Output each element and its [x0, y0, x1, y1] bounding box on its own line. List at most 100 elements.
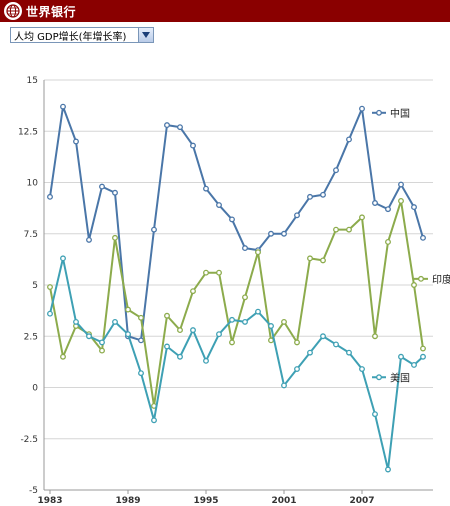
data-point — [203, 357, 209, 364]
y-tick-label: -2.5 — [20, 435, 38, 445]
data-point — [203, 185, 209, 192]
data-point — [47, 284, 53, 290]
data-point — [333, 226, 339, 233]
data-point — [333, 167, 339, 174]
data-point — [398, 181, 404, 188]
data-point — [177, 327, 183, 334]
series-line-印度 — [49, 199, 424, 407]
data-point — [242, 294, 248, 301]
data-point — [411, 204, 417, 211]
data-point — [411, 282, 417, 288]
data-point — [151, 226, 157, 233]
data-point — [216, 331, 222, 338]
data-point — [294, 339, 300, 346]
data-point — [255, 249, 261, 256]
data-point — [333, 341, 339, 348]
chevron-down-icon[interactable] — [138, 28, 153, 42]
y-tick-label: -5 — [29, 486, 38, 496]
data-point — [359, 105, 365, 112]
legend-marker — [376, 374, 382, 381]
data-point — [372, 411, 378, 418]
data-point — [372, 200, 378, 206]
legend-label: 印度 — [432, 273, 450, 286]
data-point — [398, 197, 404, 204]
data-point — [242, 318, 248, 325]
data-point — [125, 306, 131, 313]
data-point — [268, 323, 274, 329]
x-tick-label: 1983 — [37, 496, 62, 506]
data-point — [268, 337, 274, 344]
data-point — [320, 191, 326, 198]
globe-icon — [4, 2, 22, 20]
data-point — [151, 417, 157, 424]
data-point — [60, 255, 66, 262]
data-point — [307, 255, 313, 262]
y-tick-label: 12.5 — [18, 127, 38, 137]
data-point — [320, 257, 326, 264]
brand-title: 世界银行 — [26, 4, 77, 19]
indicator-select-value: 人均 GDP增长(年增长率) — [14, 31, 127, 43]
data-point — [138, 314, 144, 321]
data-point — [112, 234, 118, 241]
data-point — [281, 318, 287, 325]
data-point — [255, 308, 261, 315]
legend-label: 中国 — [390, 107, 410, 120]
legend-label: 美国 — [390, 371, 410, 384]
data-point — [420, 353, 426, 360]
x-tick-label: 1995 — [193, 496, 218, 506]
data-point — [112, 318, 118, 325]
data-point — [398, 353, 404, 360]
data-point — [372, 333, 378, 340]
x-tick-label: 2001 — [271, 496, 296, 506]
data-point — [164, 312, 170, 319]
data-point — [125, 331, 131, 338]
data-point — [385, 466, 391, 473]
y-tick-label: 15 — [27, 76, 38, 86]
data-point — [359, 214, 365, 221]
data-point — [138, 337, 144, 344]
series-line-中国 — [49, 105, 424, 342]
data-point — [420, 345, 426, 352]
app-header: 世界银行 — [0, 0, 450, 22]
data-point — [281, 230, 287, 237]
data-point — [294, 366, 300, 372]
data-point — [346, 349, 352, 356]
data-point — [99, 183, 105, 190]
data-point — [47, 310, 53, 317]
data-point — [420, 234, 426, 241]
data-point — [60, 353, 66, 360]
data-point — [346, 136, 352, 143]
data-point — [177, 353, 183, 360]
data-point — [60, 103, 66, 110]
data-point — [73, 318, 79, 325]
data-point — [268, 230, 274, 237]
y-tick-label: 0 — [32, 384, 38, 394]
data-point — [307, 349, 313, 356]
data-point — [99, 339, 105, 346]
data-point — [411, 362, 417, 368]
legend-marker — [418, 275, 424, 282]
data-point — [177, 124, 183, 131]
data-point — [320, 333, 326, 340]
data-point — [229, 216, 235, 223]
legend-marker — [376, 109, 382, 116]
x-tick-label: 1989 — [115, 496, 140, 506]
data-point — [203, 269, 209, 276]
data-point — [190, 327, 196, 334]
data-point — [385, 238, 391, 245]
data-point — [216, 202, 222, 208]
y-tick-label: 2.5 — [24, 332, 38, 342]
data-point — [86, 236, 92, 243]
indicator-select[interactable]: 人均 GDP增长(年增长率) — [10, 27, 154, 43]
y-tick-label: 10 — [27, 179, 39, 189]
data-point — [385, 206, 391, 213]
data-point — [112, 189, 118, 196]
y-tick-label: 7.5 — [24, 230, 38, 240]
data-point — [190, 142, 196, 149]
y-tick-label: 5 — [32, 281, 38, 291]
data-point — [229, 316, 235, 323]
x-tick-label: 2007 — [349, 496, 374, 506]
data-point — [242, 245, 248, 252]
data-point — [164, 343, 170, 350]
